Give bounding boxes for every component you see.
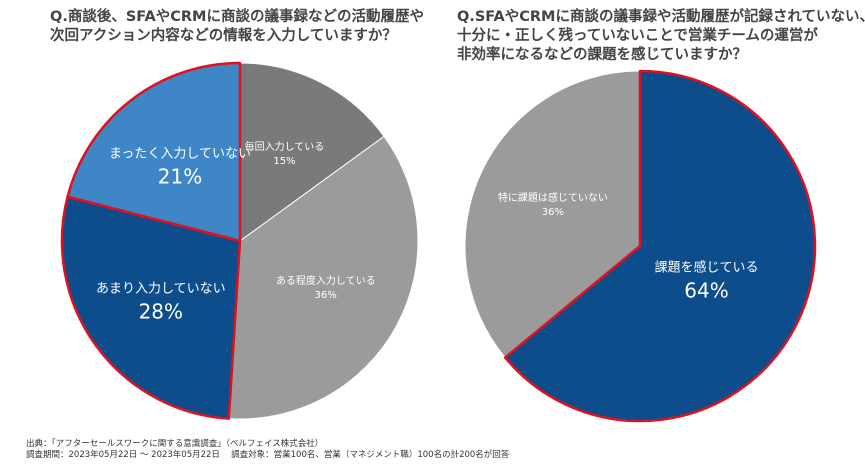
pie0-highlight-outline-0 <box>60 195 242 420</box>
pie1-value-1: 36% <box>542 207 564 218</box>
pie0-label-2: あまり入力していない <box>96 282 226 297</box>
pie1-highlight-outline-0 <box>503 69 817 423</box>
pie1-label-1: 特に課題は感じていない <box>498 191 608 204</box>
pie0-label-0: 毎回入力している <box>245 140 325 153</box>
pie1-label-0: 課題を感じている <box>654 259 758 275</box>
pie1-slice-1 <box>464 70 641 359</box>
pie0-value-0: 15% <box>273 156 295 167</box>
pie0-slice-1 <box>228 135 419 420</box>
pie1-value-0: 64% <box>684 278 728 302</box>
chart-title-right: Q.SFAやCRMに商談の議事録や活動履歴が記録されていない、 十分に・正しく残… <box>457 9 865 63</box>
chart-title-left: Q.商談後、SFAやCRMに商談の議事録などの活動履歴や 次回アクション内容など… <box>50 9 424 44</box>
pie0-value-1: 36% <box>315 290 337 301</box>
pie0-value-3: 21% <box>158 165 202 189</box>
footer-source: 出典：「アフターセールスワークに関する意識調査」（ベルフェイス株式会社） <box>26 439 324 449</box>
pie0-slice-0 <box>239 62 385 242</box>
pie0-label-3: まったく入力していない <box>109 147 251 162</box>
pie0-label-1: ある程度入力している <box>276 274 376 287</box>
footer-period: 調査期間：2023年05月22日 ～ 2023年05月22日 調査対象：営業10… <box>26 450 510 460</box>
pie0-highlight-outline-1 <box>66 61 242 243</box>
pie0-value-2: 28% <box>139 300 183 324</box>
